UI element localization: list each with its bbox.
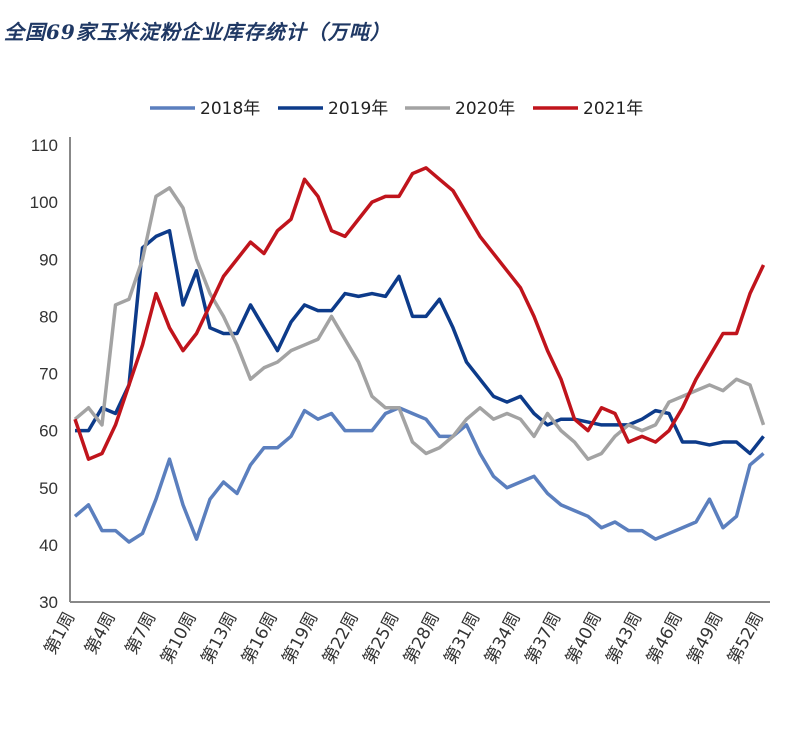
y-tick-label: 60	[39, 422, 58, 441]
x-tick-label: 第40周	[562, 609, 606, 668]
series-line-2020年	[73, 186, 766, 461]
y-tick-label: 70	[39, 365, 58, 384]
x-tick-label: 第25周	[360, 609, 404, 668]
legend-label: 2021年	[583, 99, 643, 119]
y-tick-label: 90	[39, 250, 58, 269]
x-tick-label: 第43周	[603, 609, 647, 668]
y-tick-label: 40	[39, 536, 58, 555]
series-line-2019年	[75, 228, 765, 456]
series-line-2018年	[73, 406, 765, 544]
y-tick-label: 30	[39, 593, 58, 612]
x-tick-label: 第31周	[441, 609, 485, 668]
x-tick-label: 第19周	[279, 609, 323, 668]
legend-label: 2020年	[455, 99, 515, 119]
x-tick-label: 第16周	[238, 609, 282, 668]
x-tick-label: 第28周	[400, 609, 444, 668]
chart-title: 全国69家玉米淀粉企业库存统计（万吨）	[4, 20, 391, 44]
x-tick-label: 第34周	[481, 609, 525, 668]
legend-label: 2018年	[200, 99, 260, 119]
x-tick-label: 第52周	[724, 609, 768, 668]
x-tick-label: 第1周	[41, 609, 80, 658]
x-tick-label: 第7周	[122, 609, 161, 658]
x-tick-label: 第10周	[157, 609, 201, 668]
y-tick-label: 50	[39, 479, 58, 498]
x-tick-label: 第37周	[522, 609, 566, 668]
series-line-2021年	[73, 166, 766, 461]
y-tick-label: 80	[39, 307, 58, 326]
y-tick-label: 110	[31, 136, 58, 155]
x-tick-label: 第13周	[198, 609, 242, 668]
x-tick-label: 第49周	[684, 609, 728, 668]
x-tick-label: 第4周	[81, 609, 120, 658]
y-tick-label: 100	[30, 193, 58, 212]
x-tick-label: 第22周	[319, 609, 363, 668]
x-tick-label: 第46周	[643, 609, 687, 668]
legend-label: 2019年	[328, 99, 388, 119]
